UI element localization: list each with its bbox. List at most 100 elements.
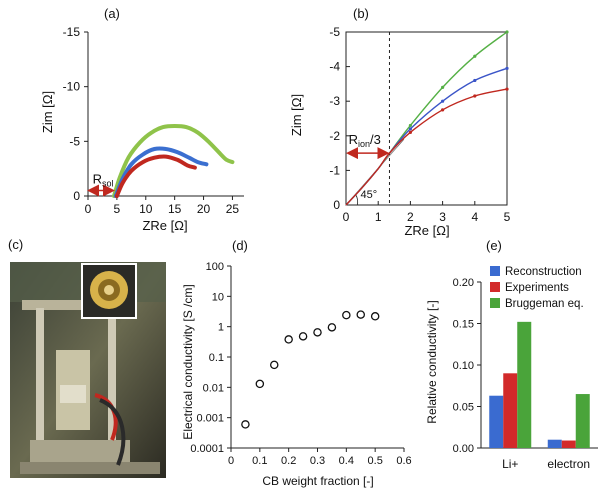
panel-d-x-tick-label: 0.2 <box>281 455 296 467</box>
panel-e-bar <box>575 394 590 448</box>
panel-b-xlabel: ZRe [Ω] <box>404 223 449 238</box>
panel-d-x-tick-label: 0 <box>228 455 234 467</box>
panel-b-ylabel: Zim [Ω] <box>289 94 304 136</box>
panel-b-series-point <box>505 66 509 70</box>
panel-d-y-tick-label: 1 <box>218 322 224 334</box>
panel-b-series-point <box>473 54 477 58</box>
panel-d-data-point <box>284 335 293 344</box>
panel-d-y-tick-label: 100 <box>206 261 224 273</box>
panel-d-data-point <box>269 360 279 370</box>
panel-c-label: (c) <box>8 237 23 252</box>
panel-d-y-tick-label: 0.01 <box>203 382 224 394</box>
panel-d-data-point <box>370 312 380 321</box>
panel-e-y-tick-label: 0.05 <box>453 402 474 414</box>
panel-c: (c) <box>8 237 166 478</box>
panel-e-y-tick-label: 0.00 <box>453 443 474 455</box>
panel-b-frame <box>345 31 508 206</box>
panel-a-y-tick-label: -15 <box>63 25 81 39</box>
panel-b-series-point <box>505 87 509 91</box>
panel-d-y-tick-label: 0.001 <box>196 413 224 425</box>
panel-b-series-point <box>408 123 412 128</box>
panel-b-angle-label: 45° <box>360 189 377 201</box>
panel-e-category-label: Li+ <box>502 457 518 471</box>
panel-a-rsol-label: Rsol <box>93 172 114 189</box>
panel-e-legend-swatch <box>490 298 500 308</box>
panel-d-data-point <box>255 379 265 389</box>
panel-b-series-point <box>441 99 445 103</box>
panel-b-series-point <box>473 94 477 98</box>
panel-e-legend-swatch <box>490 266 500 276</box>
panel-e-legend-label: Reconstruction <box>505 266 582 278</box>
panel-d-data-point <box>313 328 322 337</box>
panel-e-ylabel: Relative conductivity [-] <box>425 300 439 423</box>
panel-b-y-tick-label: 0 <box>333 198 340 212</box>
panel-d-data-point <box>298 332 308 341</box>
panel-a-y-tick-label: -10 <box>63 80 81 94</box>
panel-a-xlabel: ZRe [Ω] <box>142 218 187 233</box>
panel-e-y-tick-label: 0.20 <box>453 277 474 289</box>
panel-a-x-tick-label: 5 <box>114 202 121 216</box>
panel-a: (a) 0 5 10 15 20 25 0 -5 -10 -15 Rsol ZRe [Ω] Zim … <box>40 6 244 233</box>
panel-d-label: (d) <box>232 238 248 253</box>
panel-b-series-point <box>408 127 412 131</box>
panel-d-x-tick-label: 0.5 <box>368 455 383 467</box>
panel-e-bar <box>489 395 504 448</box>
panel-e-bar <box>547 439 562 448</box>
panel-b-series-line <box>345 88 508 206</box>
panel-e-bar <box>517 321 532 448</box>
panel-b-y-tick-label: -5 <box>329 25 340 39</box>
panel-a-series-line <box>114 154 197 198</box>
panel-b-x-tick-label: 1 <box>375 210 382 224</box>
panel-e: (e) 0.00 0.05 0.10 0.15 0.20 Li+ electron Recon… <box>425 238 598 471</box>
panel-d-x-tick-label: 0.4 <box>339 455 354 467</box>
panel-e-label: (e) <box>486 238 502 253</box>
panel-d-ylabel: Electrical conductivity [S /cm] <box>181 284 195 439</box>
panel-d-data-point <box>356 310 365 319</box>
panel-b-plot: 0 1 2 3 4 5 0 -1 -2 -3 -4 -5 45° Rion/3 <box>329 25 510 224</box>
panel-b-x-tick-label: 3 <box>439 210 446 224</box>
panel-d-y-tick-label: 0.0001 <box>190 443 224 455</box>
panel-e-y-tick-label: 0.15 <box>453 319 474 331</box>
panel-b: (b) 0 1 2 3 4 5 0 -1 -2 -3 -4 -5 45° Rion/3 ZRe [Ω] Z… <box>289 6 511 238</box>
panel-a-x-tick-label: 0 <box>85 202 92 216</box>
panel-b-angle-arc <box>355 194 359 206</box>
panel-b-series-point <box>473 78 477 83</box>
panel-a-x-tick-label: 25 <box>226 202 240 216</box>
panel-e-y-tick-label: 0.10 <box>453 360 474 372</box>
panel-a-ylabel: Zim [Ω] <box>40 91 55 133</box>
panel-d: (d) 0 0.1 0.2 0.3 0.4 0.5 0.6 100 10 1 0.1 0.01 0.00… <box>181 238 412 488</box>
panel-d-xlabel: CB weight fraction [-] <box>262 474 373 488</box>
panel-d-x-tick-label: 0.1 <box>252 455 267 467</box>
panel-b-y-tick-label: -1 <box>329 163 340 177</box>
panel-b-label: (b) <box>353 6 369 21</box>
panel-d-data-point <box>241 420 250 429</box>
test-fixture-photo <box>10 262 166 478</box>
panel-b-x-tick-label: 0 <box>343 210 350 224</box>
panel-d-x-tick-label: 0.3 <box>310 455 325 467</box>
panel-a-x-tick-label: 10 <box>139 202 153 216</box>
panel-e-legend-swatch <box>490 282 500 292</box>
panel-e-category-label: electron <box>547 457 590 471</box>
panel-e-legend-label: Experiments <box>505 282 569 294</box>
panel-b-y-tick-label: -2 <box>329 129 340 143</box>
panel-a-y-tick-label: 0 <box>73 189 80 203</box>
panel-b-x-tick-label: 5 <box>504 210 511 224</box>
panel-d-y-tick-label: 0.1 <box>209 352 224 364</box>
panel-b-rion-label: Rion/3 <box>349 132 381 149</box>
panel-e-bar <box>561 440 576 448</box>
panel-b-series-point <box>408 130 412 134</box>
panel-b-y-tick-label: -3 <box>329 94 340 108</box>
panel-b-series-point <box>505 30 509 34</box>
panel-b-x-tick-label: 4 <box>471 210 478 224</box>
panel-b-series-point <box>441 108 445 112</box>
panel-b-series-point <box>441 85 445 89</box>
panel-e-legend-label: Bruggeman eq. <box>505 298 584 310</box>
panel-d-plot: 0 0.1 0.2 0.3 0.4 0.5 0.6 100 10 1 0.1 0.01 0.001 0.0… <box>190 261 411 467</box>
panel-a-plot: 0 5 10 15 20 25 0 -5 -10 -15 Rsol <box>63 25 244 216</box>
panel-e-plot: 0.00 0.05 0.10 0.15 0.20 Li+ electron Reconstru… <box>453 266 598 471</box>
panel-b-x-tick-label: 2 <box>407 210 414 224</box>
panel-d-x-tick-label: 0.6 <box>396 455 411 467</box>
panel-d-y-tick-label: 10 <box>212 291 224 303</box>
panel-b-y-tick-label: -4 <box>329 60 340 74</box>
